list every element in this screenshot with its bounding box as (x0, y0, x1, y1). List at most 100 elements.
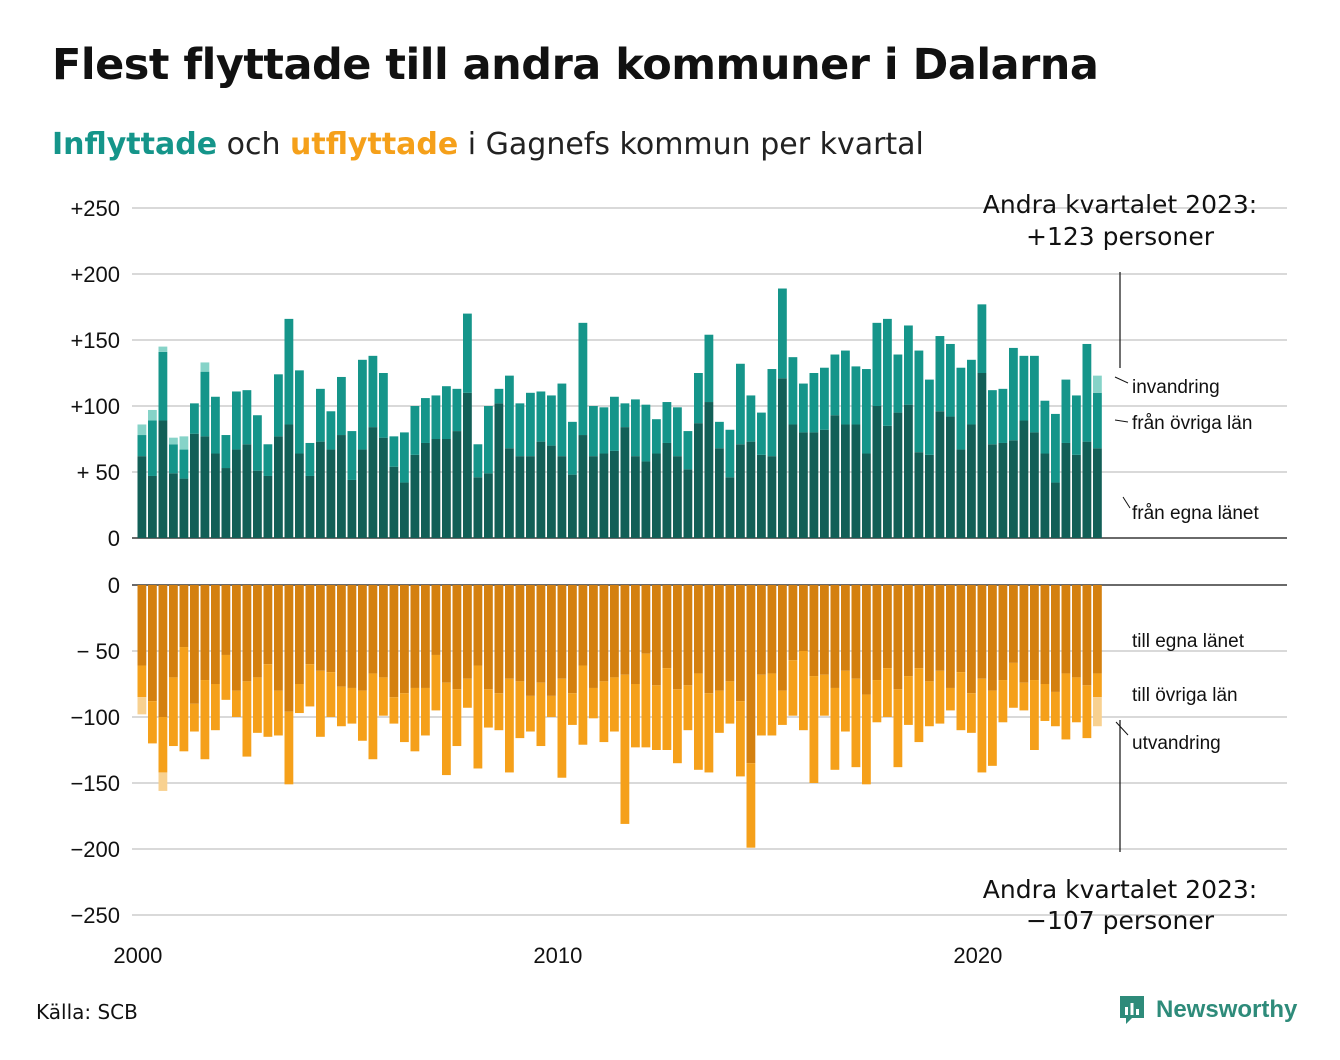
y-tick-label-in: +150 (70, 328, 120, 353)
bar-out-segment (526, 585, 535, 696)
y-tick-label-out: −200 (70, 837, 120, 862)
bar-in-segment (284, 318, 294, 425)
bar-out-segment (274, 690, 283, 736)
bar-in-segment (799, 432, 808, 538)
bar-out-segment (988, 690, 997, 766)
bar-out-segment (767, 585, 777, 674)
bar-in-segment (137, 435, 147, 457)
bar-out-segment (778, 690, 787, 725)
bar-out-segment (925, 585, 934, 682)
bar-out-segment (547, 585, 556, 696)
bar-in-segment (557, 456, 567, 538)
bar-in-segment (578, 435, 588, 538)
bar-out-segment (557, 678, 567, 778)
bar-out-segment (473, 585, 483, 666)
bar-out-segment (1019, 682, 1029, 711)
bar-out-segment (568, 585, 577, 694)
bar-in-segment (284, 424, 294, 538)
bar-out-segment (1009, 662, 1018, 708)
bar-out-segment (452, 689, 462, 747)
bar-out-segment (1082, 685, 1092, 739)
bar-out-segment (473, 665, 483, 769)
bar-in-segment (358, 449, 367, 538)
bar-out-segment (652, 585, 661, 686)
bar-in-segment (358, 359, 367, 450)
bar-in-segment (715, 448, 724, 538)
y-tick-label-in: +200 (70, 262, 120, 287)
bar-out-segment (421, 585, 430, 688)
bar-out-segment (494, 585, 504, 694)
bar-out-segment (746, 585, 756, 764)
bar-out-segment (452, 585, 462, 690)
bar-in-segment (736, 444, 745, 538)
bar-out-segment (232, 690, 241, 717)
bar-out-segment (788, 660, 798, 716)
bar-in-segment (988, 444, 997, 538)
bar-out-segment (578, 665, 588, 745)
bar-out-segment (851, 585, 861, 679)
bar-out-segment (620, 585, 630, 675)
bar-out-segment (379, 585, 388, 678)
bar-out-segment (715, 585, 724, 691)
bar-in-segment (788, 357, 798, 425)
bar-out-segment (935, 585, 945, 671)
bar-out-segment (746, 763, 756, 848)
bar-out-segment (410, 585, 420, 688)
bar-out-segment (956, 585, 966, 673)
bar-out-segment (1061, 673, 1071, 740)
bar-in-segment (1061, 442, 1071, 538)
bar-in-segment (914, 452, 924, 538)
bar-in-segment (326, 449, 336, 538)
y-tick-label-out: 0 (108, 573, 120, 598)
bar-in-segment (1072, 454, 1081, 538)
outflow-bars (137, 585, 1102, 848)
bar-out-segment (148, 585, 157, 702)
bar-out-segment (169, 677, 178, 747)
pointer-fran-egna-lanet (1122, 496, 1131, 509)
label-invandring: invandring (1132, 377, 1220, 398)
bar-in-segment (326, 411, 336, 450)
inflow-bars (137, 288, 1102, 538)
bar-in-segment (1030, 355, 1039, 433)
bar-in-segment (673, 407, 682, 457)
bar-in-segment (463, 392, 472, 538)
bar-out-segment (683, 685, 693, 731)
bar-in-segment (914, 350, 924, 453)
bar-in-segment (400, 432, 409, 483)
bar-out-segment (662, 668, 672, 750)
subtitle-rest: i Gagnefs kommun per kvartal (458, 127, 924, 162)
bar-in-segment (389, 466, 399, 538)
bar-in-segment (526, 456, 535, 538)
bar-out-segment (610, 677, 619, 732)
bar-out-segment (536, 585, 546, 683)
bar-in-segment (347, 479, 357, 538)
bar-in-segment (253, 470, 262, 538)
bar-in-segment (767, 456, 777, 538)
bar-in-segment (820, 429, 829, 538)
bar-in-segment (421, 442, 430, 538)
bar-in-segment (400, 482, 409, 538)
bar-out-segment (1019, 585, 1029, 683)
bar-in-segment (809, 373, 819, 433)
x-tick-label: 2010 (533, 943, 582, 968)
bar-in-segment (242, 444, 252, 538)
bar-in-segment (977, 304, 987, 373)
bar-out-segment (1093, 673, 1102, 698)
bar-in-segment (830, 354, 840, 416)
bar-in-segment (862, 369, 871, 454)
bar-out-segment (158, 717, 168, 773)
bar-out-segment (347, 687, 357, 724)
bar-in-segment (1051, 413, 1060, 483)
y-tick-label-out: −100 (70, 705, 120, 730)
bar-in-segment (368, 355, 378, 428)
bar-out-segment (988, 585, 997, 691)
bar-out-segment (851, 678, 861, 768)
bar-out-segment (967, 693, 976, 733)
bar-in-segment (1040, 400, 1050, 454)
bar-out-segment (935, 670, 945, 724)
y-tick-label-in: + 50 (77, 460, 120, 485)
bar-in-segment (1082, 441, 1092, 538)
bar-in-segment (158, 346, 168, 352)
bar-out-segment (263, 585, 273, 665)
bar-in-segment (809, 432, 819, 538)
